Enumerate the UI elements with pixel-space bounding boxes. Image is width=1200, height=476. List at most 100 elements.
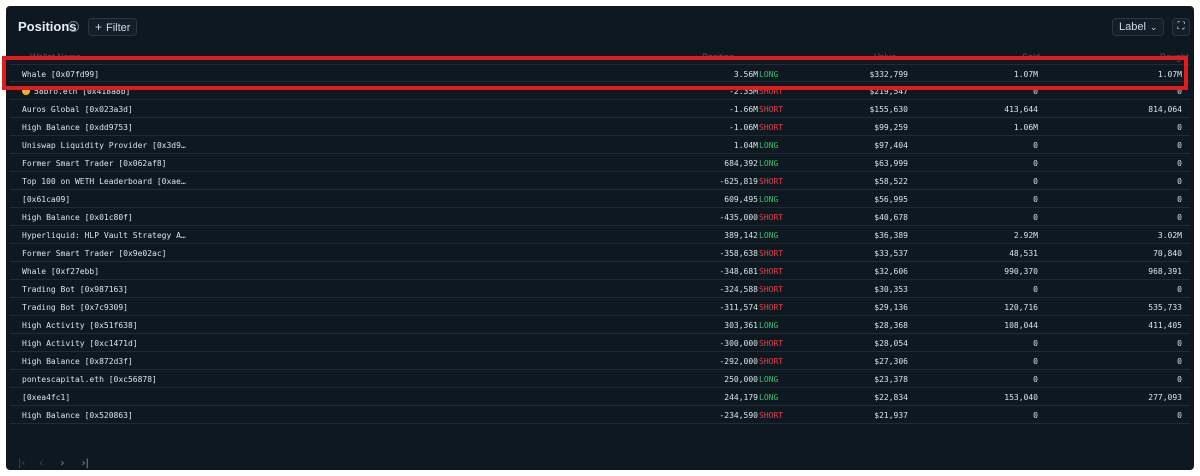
table-row[interactable]: High Activity [0x51f638] 303,361 LONG $28,3… (10, 316, 1190, 334)
wallet-name-cell[interactable]: [0x61ca09] (22, 195, 71, 204)
position-cell: 1.04M (733, 141, 758, 150)
table-row[interactable]: High Balance [0xdd9753] -1.06M SHORT $99,25… (10, 118, 1190, 136)
table-row[interactable]: pontescapital.eth [0xc56878] 250,000 LONG $… (10, 370, 1190, 388)
value-cell: $32,606 (874, 267, 908, 276)
table-row[interactable]: Trading Bot [0x987163] -324,588 SHORT $30,3… (10, 280, 1190, 298)
bought-cell: 277,093 (1148, 393, 1182, 402)
panel-title: Positions (18, 19, 77, 34)
next-page-button[interactable]: › (60, 458, 65, 469)
wallet-name-cell[interactable]: pontescapital.eth [0xc56878] (22, 375, 157, 384)
wallet-name-cell[interactable]: [0xea4fc1] (22, 393, 71, 402)
wallet-name-cell[interactable]: Whale [0xf27ebb] (22, 267, 100, 276)
wallet-name-cell[interactable]: Whale [0x07fd99] (22, 70, 100, 79)
table-header: Wallet Name Position Value Sold Bought (10, 50, 1190, 64)
wallet-name-cell[interactable]: High Balance [0x872d3f] (22, 357, 133, 366)
first-page-button[interactable]: |‹ (18, 458, 26, 469)
wallet-name-text: 58bro.eth [0x418a8b] (34, 87, 131, 96)
last-page-button[interactable]: ›| (81, 458, 89, 469)
value-cell: $29,136 (874, 303, 908, 312)
position-cell: 609,495 (724, 195, 758, 204)
table-row[interactable]: Top 100 on WETH Leaderboard [0xae… -625,8… (10, 172, 1190, 190)
panel-header: Positions i + Filter Label ⌄ ⛶ (6, 6, 1194, 46)
position-cell: 250,000 (724, 375, 758, 384)
expand-icon[interactable]: ⛶ (1172, 18, 1190, 36)
table-row[interactable]: High Balance [0x872d3f] -292,000 SHORT $27,… (10, 352, 1190, 370)
label-dropdown[interactable]: Label ⌄ (1112, 18, 1165, 36)
table-row[interactable]: Auros Global [0x023a3d] -1.66M SHORT $155,6… (10, 100, 1190, 118)
wallet-name-cell[interactable]: Former Smart Trader [0x062af8] (22, 159, 167, 168)
wallet-name-cell[interactable]: Former Smart Trader [0x9e02ac] (22, 249, 167, 258)
table-row[interactable]: Former Smart Trader [0x062af8] 684,392 LON… (10, 154, 1190, 172)
table-row[interactable]: Uniswap Liquidity Provider [0x3d9… 1.04M L… (10, 136, 1190, 154)
wallet-name-cell[interactable]: Uniswap Liquidity Provider [0x3d9… (22, 141, 186, 150)
table-row[interactable]: Whale [0xf27ebb] -348,681 SHORT $32,606 990,… (10, 262, 1190, 280)
table-row[interactable]: 58bro.eth [0x418a8b] -2.35M SHORT $219,547 0… (10, 82, 1190, 100)
bought-cell: 0 (1177, 123, 1182, 132)
prev-page-button[interactable]: ‹ (39, 458, 44, 469)
value-cell: $99,259 (874, 123, 908, 132)
wallet-name-cell[interactable]: 58bro.eth [0x418a8b] (22, 87, 130, 96)
side-badge: SHORT (759, 339, 784, 348)
value-cell: $56,995 (874, 195, 908, 204)
position-cell: -1.06M (729, 123, 758, 132)
table-row[interactable]: High Balance [0x01c80f] -435,000 SHORT $40,… (10, 208, 1190, 226)
column-header-position[interactable]: Position (702, 52, 735, 62)
bought-cell: 411,405 (1148, 321, 1182, 330)
info-icon[interactable]: i (68, 21, 79, 32)
position-cell: -1.66M (729, 105, 758, 114)
sold-cell: 108,044 (1004, 321, 1038, 330)
position-cell: -348,681 (719, 267, 758, 276)
position-cell: -358,638 (719, 249, 758, 258)
wallet-name-cell[interactable]: High Activity [0xc1471d] (22, 339, 138, 348)
column-header-bought[interactable]: Bought (1160, 52, 1189, 62)
value-cell: $332,799 (869, 70, 908, 79)
sold-cell: 2.92M (1013, 231, 1038, 240)
filter-button[interactable]: + Filter (88, 18, 138, 36)
wallet-name-cell[interactable]: High Activity [0x51f638] (22, 321, 138, 330)
bought-cell: 1.07M (1157, 70, 1182, 79)
table-row[interactable]: Hyperliquid: HLP Vault Strategy A… 389,14… (10, 226, 1190, 244)
wallet-name-cell[interactable]: High Balance [0x01c80f] (22, 213, 133, 222)
bought-cell: 0 (1177, 159, 1182, 168)
bought-cell: 3.02M (1157, 231, 1182, 240)
table-row[interactable]: [0xea4fc1] 244,179 LONG $22,834 153,040 277,0… (10, 388, 1190, 406)
positions-panel: Positions i + Filter Label ⌄ ⛶ Wallet Name… (6, 6, 1194, 470)
side-badge: SHORT (759, 87, 784, 96)
table-row[interactable]: High Balance [0x520863] -234,590 SHORT $21,… (10, 406, 1190, 424)
wallet-name-cell[interactable]: High Balance [0x520863] (22, 411, 133, 420)
column-header-value[interactable]: Value (874, 52, 897, 62)
table-row[interactable]: Whale [0x07fd99] 3.56M LONG $332,799 1.07M 1.… (10, 64, 1190, 82)
position-cell: -435,000 (719, 213, 758, 222)
sold-cell: 0 (1033, 339, 1038, 348)
column-header-sold[interactable]: Sold (1022, 52, 1041, 62)
bought-cell: 0 (1177, 357, 1182, 366)
wallet-name-cell[interactable]: High Balance [0xdd9753] (22, 123, 133, 132)
table-row[interactable]: Trading Bot [0x7c9309] -311,574 SHORT $29,1… (10, 298, 1190, 316)
chevron-down-icon: ⌄ (1149, 22, 1158, 32)
sold-cell: 0 (1033, 411, 1038, 420)
sold-cell: 0 (1033, 213, 1038, 222)
side-badge: SHORT (759, 411, 784, 420)
table-row[interactable]: High Activity [0xc1471d] -300,000 SHORT $28… (10, 334, 1190, 352)
value-cell: $23,378 (874, 375, 908, 384)
table-row[interactable]: [0x61ca09] 609,495 LONG $56,995 0 0 (10, 190, 1190, 208)
side-badge: LONG (759, 393, 779, 402)
wallet-name-cell[interactable]: Hyperliquid: HLP Vault Strategy A… (22, 231, 186, 240)
position-cell: 244,179 (724, 393, 758, 402)
sold-cell: 48,531 (1009, 249, 1038, 258)
sold-cell: 0 (1033, 285, 1038, 294)
sold-cell: 0 (1033, 141, 1038, 150)
wallet-name-cell[interactable]: Trading Bot [0x987163] (22, 285, 128, 294)
wallet-name-cell[interactable]: Top 100 on WETH Leaderboard [0xae… (22, 177, 186, 186)
side-badge: SHORT (759, 105, 784, 114)
side-badge: SHORT (759, 177, 784, 186)
wallet-name-cell[interactable]: Trading Bot [0x7c9309] (22, 303, 128, 312)
position-cell: -300,000 (719, 339, 758, 348)
table-row[interactable]: Former Smart Trader [0x9e02ac] -358,638 SH… (10, 244, 1190, 262)
column-header-wallet[interactable]: Wallet Name (30, 52, 82, 62)
value-cell: $28,368 (874, 321, 908, 330)
value-cell: $97,404 (874, 141, 908, 150)
wallet-name-cell[interactable]: Auros Global [0x023a3d] (22, 105, 133, 114)
position-cell: -2.35M (729, 87, 758, 96)
side-badge: LONG (759, 375, 779, 384)
